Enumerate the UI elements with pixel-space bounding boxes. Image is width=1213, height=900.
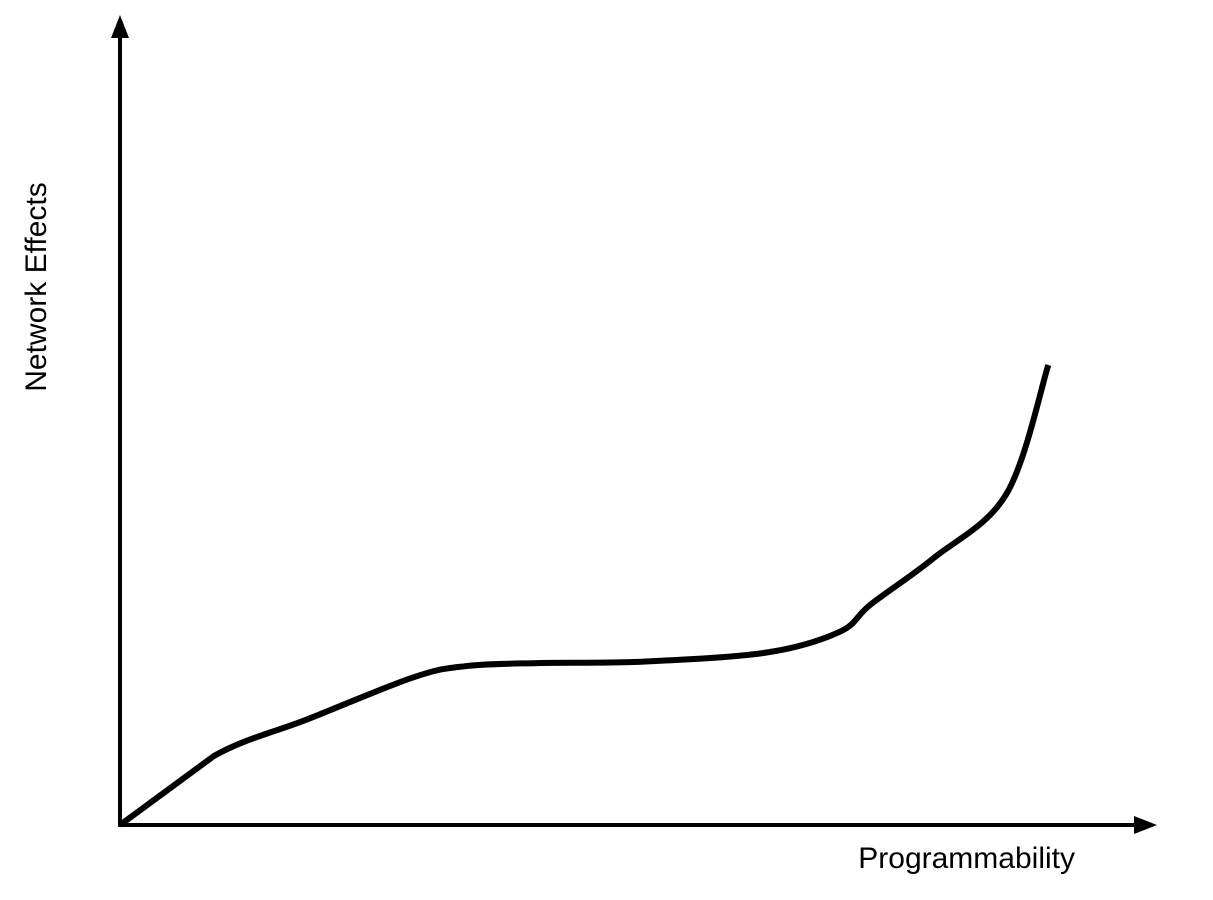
series-group bbox=[118, 364, 1052, 828]
x-axis-label: Programmability bbox=[858, 842, 1075, 875]
x-axis-arrow bbox=[1134, 816, 1157, 834]
y-axis-arrow bbox=[111, 15, 129, 38]
series-line-0 bbox=[118, 364, 1052, 828]
y-axis-label: Network Effects bbox=[20, 182, 53, 392]
